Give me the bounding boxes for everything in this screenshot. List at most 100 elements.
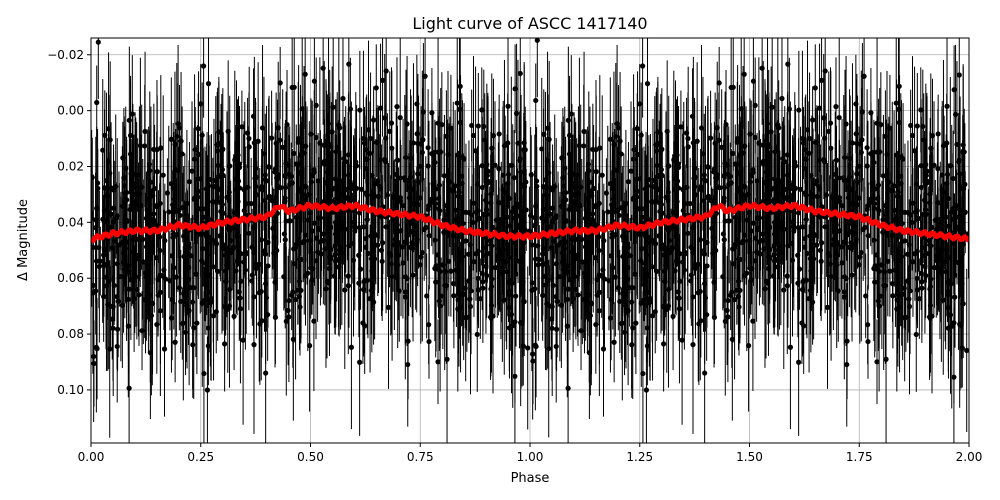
data-point [883,270,889,443]
data-point [773,92,779,203]
data-point [517,38,523,131]
data-point [166,125,172,299]
data-point [157,225,163,396]
data-point [358,126,365,252]
data-point [945,284,951,372]
data-point [189,101,195,241]
data-point [913,277,919,392]
data-point [287,126,293,243]
data-point [339,161,346,283]
data-point [481,166,487,263]
data-point [846,89,853,265]
data-point [405,302,411,427]
data-point [128,219,134,340]
data-point [865,285,871,365]
data-point [280,89,286,206]
data-point [849,63,856,223]
data-point [611,302,617,383]
data-point [633,272,639,375]
data-point [202,146,208,322]
data-point [397,38,403,206]
data-point [814,105,820,257]
data-point [369,140,375,211]
data-point [702,295,708,443]
data-point [943,194,949,350]
data-point [453,154,459,267]
data-point [432,195,438,342]
y-tick-label: 0.06 [57,271,84,285]
data-point [579,179,585,345]
data-points [91,38,969,443]
x-tick-label: 0.50 [297,450,324,464]
data-point [448,225,454,317]
data-point [843,55,849,192]
data-point [745,279,752,412]
data-point [787,265,794,430]
data-point [839,207,845,319]
data-point [804,40,811,220]
data-point [139,291,145,371]
data-point [698,106,705,274]
data-point [776,80,782,176]
data-point [429,152,435,247]
data-point [348,265,355,430]
data-point [797,126,804,252]
data-point [333,150,339,318]
data-point [337,80,343,176]
data-point [916,258,922,339]
data-point [149,232,156,375]
data-point [512,192,518,294]
data-point [408,95,414,222]
data-point [168,77,174,202]
data-point [365,40,372,220]
data-point [511,129,517,226]
x-axis-label: Phase [511,471,550,486]
data-point [176,85,183,171]
data-point [808,189,814,353]
data-point [142,51,148,212]
data-point [168,263,175,373]
data-point [868,152,874,247]
data-point [474,277,480,392]
data-point [596,225,602,396]
data-point [567,219,573,340]
data-point [369,189,375,353]
data-point [719,89,725,206]
data-point [808,140,814,211]
data-point [129,55,135,173]
data-point [194,272,200,375]
data-point [248,157,254,250]
data-point [103,200,110,371]
data-point [641,146,647,322]
data-point [263,295,269,443]
data-point [924,143,930,223]
data-point [498,184,504,323]
data-point [874,319,880,405]
data-point [506,284,512,372]
data-point [375,105,381,257]
data-point [173,178,180,292]
data-point [474,146,481,223]
data-point [410,63,417,223]
data-point [633,144,639,277]
data-point [477,258,483,339]
data-point [652,96,658,265]
data-point [833,57,839,157]
data-point [328,217,334,300]
data-point [517,171,524,279]
data-point [530,317,536,405]
x-tick-label: 1.25 [626,450,653,464]
data-point [812,44,818,132]
data-point [868,68,874,158]
data-point [365,168,371,339]
data-point [630,256,636,400]
data-point [385,225,392,389]
data-point [201,38,207,118]
data-point [964,268,969,433]
data-point [531,170,538,281]
data-point [804,168,810,339]
data-point [387,71,393,192]
data-point [404,55,410,192]
data-point [877,257,883,335]
data-point [854,123,860,286]
